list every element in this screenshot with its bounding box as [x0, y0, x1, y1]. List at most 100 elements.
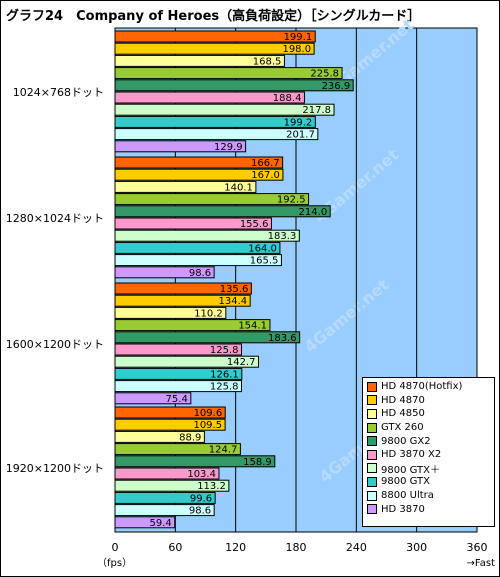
- bar: [114, 217, 272, 230]
- bar: [114, 479, 230, 492]
- legend-item: HD 3870: [367, 502, 490, 516]
- bar-value-label: 98.6: [189, 506, 211, 517]
- bar: [114, 319, 271, 332]
- legend-label: 8800 Ultra: [381, 490, 434, 502]
- bar: [114, 443, 241, 456]
- legend-label: HD 4870(Hotfix): [381, 381, 463, 393]
- bar-value-label: 154.1: [238, 321, 267, 332]
- chart-title: グラフ24 Company of Heroes（高負荷設定）［シングルカード］: [6, 9, 421, 24]
- bar: [114, 392, 192, 405]
- bar: [114, 156, 284, 169]
- legend-label: 9800 GTX＋: [381, 464, 440, 476]
- bar: [114, 91, 305, 104]
- bar-value-label: 98.6: [189, 268, 211, 279]
- bar-value-label: 214.0: [299, 207, 328, 218]
- bar-value-label: 158.9: [243, 457, 272, 468]
- bar: [114, 367, 243, 380]
- bar: [114, 418, 226, 431]
- bar-value-label: 188.4: [273, 93, 302, 104]
- legend-label: HD 3870: [381, 503, 425, 515]
- bar: [114, 516, 176, 529]
- legend-swatch: [367, 504, 377, 515]
- legend-swatch: [367, 449, 377, 460]
- bar: [114, 294, 251, 307]
- bar: [114, 355, 259, 368]
- legend-swatch: [367, 476, 377, 487]
- bar: [114, 115, 316, 128]
- bar: [114, 30, 316, 43]
- bar-value-label: 110.2: [194, 308, 223, 319]
- legend: HD 4870(Hotfix) HD 4870 HD 4850 GTX 260 9800…: [362, 377, 495, 527]
- bar-value-label: 125.8: [210, 345, 239, 356]
- legend-label: HD 3870 X2: [381, 449, 442, 461]
- bar-value-label: 155.6: [240, 219, 269, 230]
- legend-swatch: [367, 395, 377, 406]
- bar-value-label: 125.8: [210, 382, 239, 393]
- bar-value-label: 236.9: [322, 81, 351, 92]
- x-tick-label: 120: [225, 541, 246, 554]
- bar-value-label: 59.4: [149, 518, 171, 529]
- bar-value-label: 135.6: [220, 284, 249, 295]
- bar-value-label: 75.4: [166, 394, 188, 405]
- bar-value-label: 129.9: [214, 142, 243, 153]
- x-axis-ticks: 0 60 120 180 240 300 360: [112, 541, 488, 554]
- bar-value-label: 225.8: [310, 69, 339, 80]
- bar: [114, 42, 315, 55]
- bar: [114, 467, 220, 480]
- group-label: 1280×1024ドット: [6, 212, 104, 225]
- bar: [114, 331, 301, 344]
- bar: [114, 229, 300, 242]
- bar-value-label: 167.0: [251, 170, 280, 181]
- bar-value-label: 199.1: [284, 32, 313, 43]
- legend-label: HD 4870: [381, 394, 425, 406]
- bar: [114, 306, 227, 319]
- x-axis-direction-label: →Fast: [467, 558, 496, 569]
- group-label: 1920×1200ドット: [6, 462, 104, 475]
- legend-item: HD 4850: [367, 407, 490, 421]
- bar-value-label: 109.5: [193, 420, 222, 431]
- bar: [114, 205, 331, 218]
- bar: [114, 54, 285, 67]
- bar: [114, 282, 252, 295]
- legend-swatch: [367, 408, 377, 419]
- legend-label: HD 4850: [381, 408, 425, 420]
- bar: [114, 79, 354, 92]
- bar: [114, 128, 319, 141]
- legend-item: HD 3870 X2: [367, 448, 490, 462]
- group-labels: 1024×768ドット 1280×1024ドット 1600×1200ドット 1920×…: [6, 86, 104, 475]
- bar: [114, 343, 242, 356]
- legend-item: 9800 GTX＋: [367, 462, 490, 476]
- legend-item: HD 4870: [367, 394, 490, 408]
- x-tick-label: 180: [286, 541, 307, 554]
- bar-value-label: 99.6: [190, 493, 212, 504]
- bar: [114, 180, 257, 193]
- bar: [114, 193, 310, 206]
- x-tick-label: 240: [346, 541, 367, 554]
- legend-item: 9800 GX2: [367, 434, 490, 448]
- legend-swatch: [367, 381, 377, 392]
- legend-item: 9800 GTX: [367, 475, 490, 489]
- bar-value-label: 183.6: [268, 333, 297, 344]
- bar-value-label: 168.5: [253, 56, 282, 67]
- bar: [114, 380, 242, 393]
- x-tick-label: 360: [467, 541, 488, 554]
- bar-value-label: 103.4: [187, 469, 216, 480]
- bar: [114, 430, 205, 443]
- bar-value-label: 165.5: [250, 256, 279, 267]
- bar-value-label: 199.2: [284, 117, 313, 128]
- bar: [114, 491, 216, 504]
- bar-value-label: 201.7: [286, 130, 315, 141]
- bar: [114, 266, 215, 279]
- x-tick-label: 300: [406, 541, 427, 554]
- legend-label: GTX 260: [381, 422, 424, 434]
- group-label: 1600×1200ドット: [6, 338, 104, 351]
- bar: [114, 406, 226, 419]
- bar-value-label: 88.9: [179, 432, 201, 443]
- bar-value-label: 140.1: [224, 182, 253, 193]
- legend-swatch: [367, 463, 377, 474]
- x-tick-label: 0: [112, 541, 119, 554]
- bar: [114, 67, 343, 80]
- bar-value-label: 183.3: [268, 231, 297, 242]
- bars-layer: [114, 30, 354, 529]
